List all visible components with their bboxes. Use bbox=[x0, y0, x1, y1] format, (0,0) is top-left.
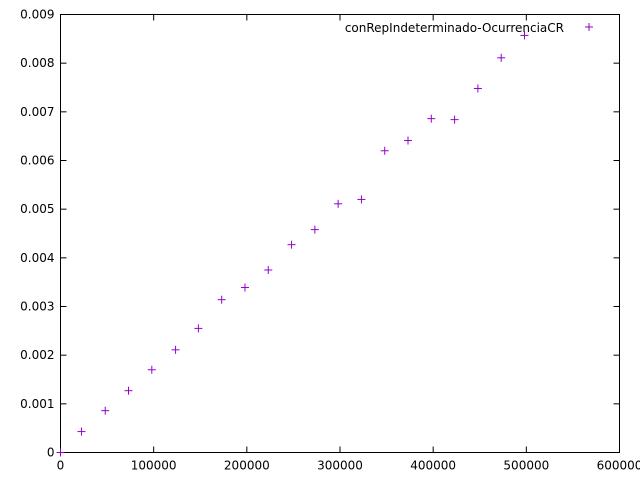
data-point bbox=[520, 31, 529, 40]
data-points bbox=[56, 31, 529, 457]
y-tick-label: 0.003 bbox=[20, 300, 54, 314]
data-point bbox=[427, 114, 436, 123]
y-tick-label: 0.005 bbox=[20, 202, 54, 216]
data-point bbox=[147, 365, 156, 374]
data-point bbox=[450, 115, 459, 124]
y-tick-label: 0.008 bbox=[20, 56, 54, 70]
data-point bbox=[310, 225, 319, 234]
y-tick-label: 0.009 bbox=[20, 8, 54, 22]
y-tick-label: 0.006 bbox=[20, 154, 54, 168]
data-point bbox=[124, 386, 133, 395]
x-tick-label: 100000 bbox=[131, 459, 177, 473]
data-point bbox=[264, 266, 273, 274]
x-tick-label: 300000 bbox=[317, 459, 363, 473]
legend-marker-symbol bbox=[585, 23, 593, 31]
data-point bbox=[194, 324, 203, 333]
y-tick-label: 0.001 bbox=[20, 397, 54, 411]
y-tick-label: 0.007 bbox=[20, 105, 54, 119]
data-point bbox=[334, 199, 343, 208]
data-point bbox=[404, 136, 413, 145]
data-point bbox=[56, 448, 65, 457]
axis-tick-labels: 0 100000 200000 300000 400000 500000 600000 0 0.… bbox=[20, 8, 640, 473]
legend-label: conRepIndeterminado-OcurrenciaCR bbox=[345, 21, 564, 35]
legend-marker bbox=[585, 23, 593, 31]
y-tick-label: 0.002 bbox=[20, 348, 54, 362]
data-point bbox=[357, 195, 366, 204]
x-tick-label: 600000 bbox=[597, 459, 640, 473]
y-tick-label: 0 bbox=[47, 446, 55, 460]
data-point bbox=[240, 283, 249, 292]
data-point bbox=[287, 240, 296, 249]
data-point bbox=[497, 53, 506, 62]
data-point bbox=[171, 345, 180, 354]
data-point bbox=[217, 295, 226, 304]
legend: conRepIndeterminado-OcurrenciaCR bbox=[345, 21, 593, 35]
y-tick-label: 0.004 bbox=[20, 251, 54, 265]
x-tick-label: 200000 bbox=[224, 459, 270, 473]
data-point bbox=[473, 84, 482, 93]
data-point bbox=[380, 146, 389, 155]
x-tick-label: 400000 bbox=[410, 459, 456, 473]
axis-ticks bbox=[60, 14, 620, 453]
plot-border bbox=[60, 14, 620, 453]
x-tick-label: 500000 bbox=[503, 459, 549, 473]
data-point bbox=[77, 427, 86, 436]
x-tick-label: 0 bbox=[57, 459, 65, 473]
data-point bbox=[101, 406, 110, 415]
